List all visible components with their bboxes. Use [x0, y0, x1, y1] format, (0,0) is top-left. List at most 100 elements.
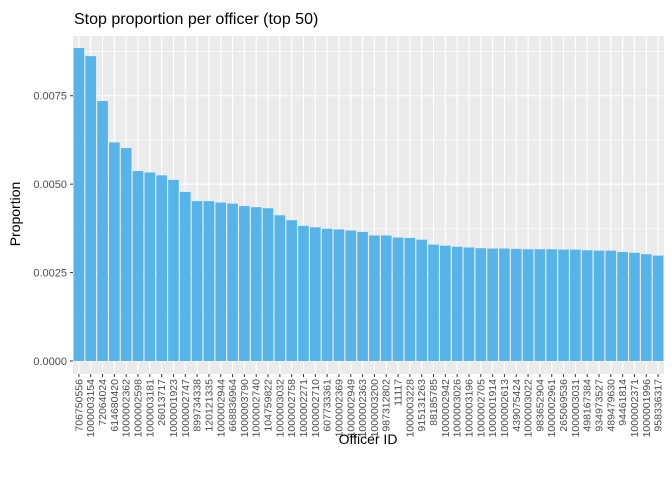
- x-tick-label: 1000003031: [570, 379, 582, 438]
- x-tick-label: 1000002710: [310, 379, 322, 438]
- bar: [333, 229, 345, 361]
- bar: [593, 250, 605, 361]
- bar: [286, 220, 297, 361]
- chart-title: Stop proportion per officer (top 50): [74, 11, 318, 28]
- x-tick-label: 607733361: [322, 379, 334, 432]
- bar: [546, 249, 558, 361]
- bar: [239, 206, 250, 361]
- bar: [215, 202, 227, 361]
- x-tick-label: 1000003032: [274, 379, 286, 438]
- bar: [652, 255, 664, 361]
- x-tick-label: 88185785: [428, 379, 440, 426]
- x-tick-label: 1000002942: [440, 379, 452, 438]
- bar: [440, 245, 451, 361]
- x-axis-title: Officer ID: [339, 431, 398, 447]
- bar: [380, 235, 392, 361]
- bar: [369, 235, 380, 361]
- bar: [605, 250, 617, 361]
- x-tick-label: 1000003154: [85, 379, 97, 438]
- x-tick-label: 72064024: [97, 379, 109, 426]
- bar: [510, 248, 522, 361]
- x-tick-label: 1000002705: [475, 379, 487, 438]
- bar: [309, 227, 321, 361]
- bar: [298, 225, 309, 361]
- y-tick-label: 0.0000: [33, 356, 67, 368]
- x-tick-label: 1000003200: [369, 379, 381, 438]
- bar: [144, 172, 156, 361]
- bar: [168, 179, 179, 361]
- x-tick-label: 1000002949: [345, 379, 357, 438]
- bar: [499, 248, 510, 361]
- x-tick-label: 706750556: [73, 379, 85, 432]
- y-tick-label: 0.0050: [33, 179, 67, 191]
- bar: [156, 175, 167, 361]
- bar: [451, 246, 463, 361]
- x-tick-label: 1000003026: [452, 379, 464, 438]
- x-tick-label: 1000003022: [523, 379, 535, 438]
- x-tick-label: 498167384: [582, 379, 594, 432]
- bar: [640, 254, 652, 361]
- bar: [617, 252, 628, 361]
- x-tick-label: 1000003228: [404, 379, 416, 438]
- bar: [191, 201, 203, 361]
- bar: [132, 171, 144, 361]
- x-tick-label: 120121335: [203, 379, 215, 432]
- x-tick-label: 1000002371: [629, 379, 641, 438]
- x-tick-label: 958336317: [653, 379, 665, 432]
- y-axis-title: Proportion: [7, 182, 23, 247]
- x-tick-label: 94461814: [617, 379, 629, 426]
- bar: [73, 48, 85, 361]
- x-tick-label: 1000003181: [144, 379, 156, 438]
- bar: [109, 142, 120, 361]
- bar: [522, 249, 534, 361]
- x-tick-label: 1000001914: [487, 379, 499, 438]
- bar: [274, 215, 286, 361]
- x-tick-label: 1000002369: [333, 379, 345, 438]
- x-tick-label: 1000002758: [286, 379, 298, 438]
- x-tick-label: 1000001923: [168, 379, 180, 438]
- x-tick-label: 1000002613: [499, 379, 511, 438]
- x-axis: 706750556 1000003154 72064024 614680420 1000…: [73, 374, 665, 438]
- x-tick-label: 614680420: [109, 379, 121, 432]
- x-tick-label: 915131263: [416, 379, 428, 432]
- x-tick-label: 1000003196: [463, 379, 475, 438]
- y-axis: 0.0000 0.0025 0.0050 0.0075: [33, 91, 73, 368]
- bar: [227, 203, 238, 361]
- x-tick-label: 104759822: [263, 379, 275, 432]
- bar: [262, 208, 274, 361]
- bar: [404, 237, 416, 361]
- bar: [581, 250, 593, 361]
- bar: [463, 247, 475, 361]
- bar: [416, 239, 428, 361]
- x-tick-label: 1000002598: [133, 379, 145, 438]
- bar: [179, 191, 191, 361]
- x-tick-label: 1000002362: [121, 379, 133, 438]
- bar: [321, 228, 333, 361]
- bar: [250, 207, 262, 361]
- x-tick-label: 1000002271: [298, 379, 310, 438]
- bar: [534, 249, 546, 361]
- x-tick-label: 1000003790: [239, 379, 251, 438]
- bar-series: [73, 48, 664, 362]
- x-tick-label: 899734338: [192, 379, 204, 432]
- x-tick-label: 983652904: [534, 379, 546, 432]
- bar: [558, 249, 569, 361]
- x-tick-label: 987312802: [381, 379, 393, 432]
- bar: [629, 252, 640, 361]
- bar: [85, 56, 97, 362]
- bar: [570, 249, 581, 361]
- bar: [487, 248, 498, 361]
- y-tick-label: 0.0075: [33, 91, 67, 103]
- x-tick-label: 1000002961: [546, 379, 558, 438]
- x-tick-label: 439075424: [511, 379, 523, 432]
- bar: [357, 231, 368, 361]
- x-tick-label: 11117: [393, 379, 405, 406]
- x-tick-label: 1000002363: [357, 379, 369, 438]
- x-tick-label: 1000002740: [251, 379, 263, 438]
- bar: [428, 244, 439, 361]
- bar: [120, 148, 132, 361]
- x-tick-label: 1000002944: [215, 379, 227, 438]
- x-tick-label: 1000001996: [641, 379, 653, 438]
- x-tick-label: 26013717: [156, 379, 168, 426]
